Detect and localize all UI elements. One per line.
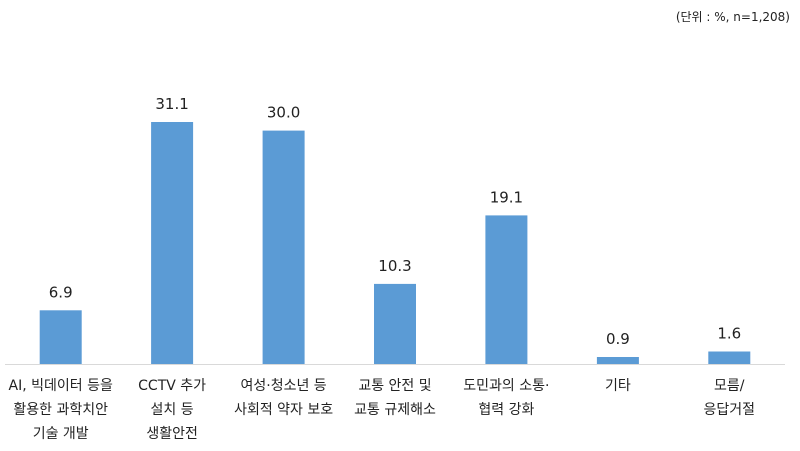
category-label-6-line-1: 기타 [605,378,631,394]
category-label-5-line-1: 도민과의 소통· [463,378,549,394]
category-label-3-line-2: 사회적 약자 보호 [234,402,333,418]
bar-5 [485,215,528,364]
bar-4 [374,283,416,364]
category-label-1-line-1: AI, 빅데이터 등을 [9,378,113,394]
bar-7 [708,351,751,364]
bar-3 [262,130,305,364]
bars-layer [39,122,751,364]
category-label-2-line-2: 설치 등 [151,402,194,418]
value-label-7: 1.6 [717,325,741,343]
category-label-3-line-1: 여성·청소년 등 [241,378,327,394]
bar-1 [39,310,82,364]
category-label-7-line-2: 응답거절 [704,402,756,418]
value-label-4: 10.3 [378,257,411,275]
category-label-2-line-1: CCTV 추가 [138,378,206,394]
category-label-1-line-2: 활용한 과학치안 [13,402,108,418]
category-label-5-line-2: 협력 강화 [478,402,534,418]
unit-note: (단위 : %, n=1,208) [675,10,790,24]
category-label-1-line-3: 기술 개발 [33,426,89,442]
category-label-4-line-2: 교통 규제해소 [354,402,436,418]
value-label-3: 30.0 [267,104,300,122]
category-label-7-line-1: 모름/ [714,378,745,394]
value-label-6: 0.9 [606,330,630,348]
bar-6 [596,357,639,364]
bar-2 [151,122,194,364]
category-label-2-line-3: 생활안전 [146,426,198,442]
value-label-2: 31.1 [155,95,188,113]
value-label-5: 19.1 [490,188,523,206]
value-label-1: 6.9 [49,283,73,301]
value-labels-layer: 6.9 31.1 30.0 10.3 19.1 0.9 1.6 [49,95,741,348]
category-label-4-line-1: 교통 안전 및 [358,378,431,394]
